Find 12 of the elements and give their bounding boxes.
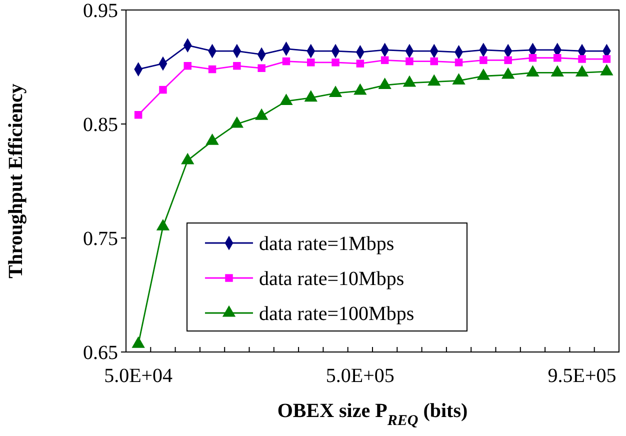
y-tick-label: 0.85: [83, 114, 118, 136]
y-axis-title: Throughput Efficiency: [5, 84, 27, 278]
y-tick-label: 0.65: [83, 342, 118, 364]
x-tick-label: 5.0E+04: [104, 365, 173, 387]
x-tick-label: 9.5E+05: [548, 365, 616, 387]
y-tick-label: 0.75: [83, 228, 118, 250]
y-tick-label: 0.95: [83, 0, 118, 22]
legend-label: data rate=1Mbps: [259, 233, 394, 255]
x-tick-label: 5.0E+05: [326, 365, 394, 387]
legend-label: data rate=10Mbps: [259, 268, 404, 290]
x-axis-title: OBEX size P$_{REQ}$ (bits): [277, 400, 468, 429]
legend-label: data rate=100Mbps: [259, 303, 414, 325]
